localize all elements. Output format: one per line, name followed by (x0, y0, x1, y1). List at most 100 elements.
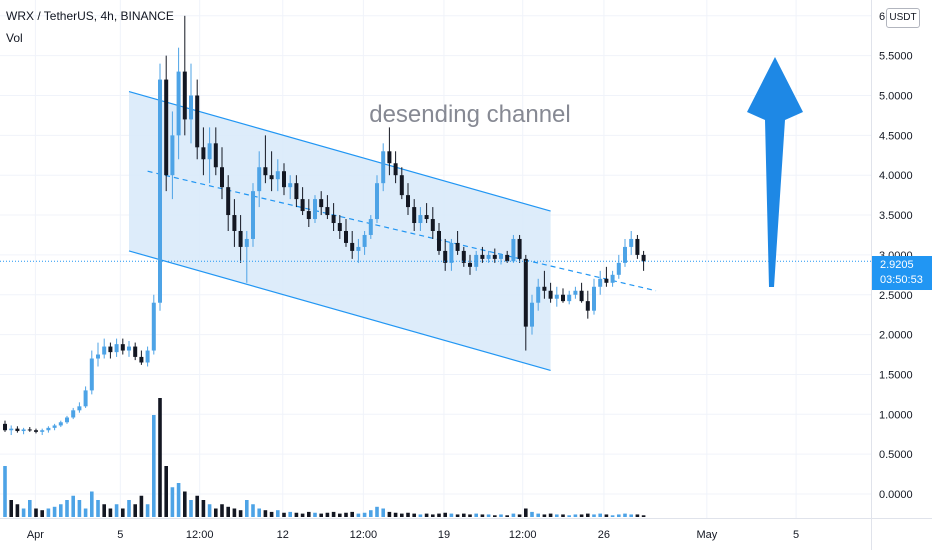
volume-bar (28, 500, 32, 517)
candle-body (294, 183, 299, 200)
volume-bar (548, 513, 553, 517)
time-axis[interactable]: Apr 5 12:00 12 12:00 19 12:00 26 May 5 (27, 529, 799, 541)
volume-bar (226, 506, 230, 517)
volume-bar (325, 512, 330, 517)
volume-bar (604, 514, 609, 517)
candle-body (300, 199, 305, 212)
volume-bar (455, 514, 460, 517)
candle-body (176, 71, 181, 136)
candle-body (127, 346, 131, 351)
volume-bar (381, 508, 385, 517)
candle-body (77, 406, 82, 411)
volume-bar (579, 514, 584, 517)
bar-countdown: 03:50:53 (880, 274, 923, 286)
candle-body (542, 286, 547, 291)
candle-body (610, 274, 615, 283)
candle-body (164, 79, 169, 176)
y-tick-label: 1.0000 (879, 409, 913, 421)
candle-body (170, 135, 175, 176)
volume-bar (52, 506, 57, 517)
volume-bar (3, 466, 7, 517)
candle-body (356, 246, 361, 251)
candle-body (437, 230, 441, 251)
symbol-title[interactable]: WRX / TetherUS, 4h, BINANCE (6, 9, 174, 23)
candle-body (623, 246, 627, 263)
candle-body (65, 417, 69, 423)
candle-body (207, 143, 212, 160)
volume-bar (400, 513, 404, 517)
volume-bar (176, 483, 181, 517)
x-tick-label: 12:00 (509, 529, 537, 541)
channel-annotation: desending channel (369, 101, 571, 128)
volume-bar (567, 515, 571, 517)
candle-body (251, 191, 255, 239)
volume-bar (319, 513, 323, 517)
candle-body (530, 302, 534, 327)
candle-body (325, 207, 330, 216)
candle-body (114, 344, 119, 353)
volume-bar (362, 512, 367, 517)
volume-bar (530, 511, 534, 517)
volume-bar (96, 500, 100, 517)
y-tick-label: 2.5000 (879, 290, 913, 302)
y-tick-label: 1.5000 (879, 369, 913, 381)
volume-bar (635, 514, 640, 517)
volume-bar (114, 504, 119, 517)
volume-bar (499, 514, 503, 517)
up-arrow-drawing (747, 57, 803, 287)
volume-bar (158, 398, 162, 517)
last-price-label: 2.9205 03:50:53 (872, 256, 932, 290)
candle-body (598, 278, 603, 287)
volume-bar (90, 491, 94, 517)
volume-bar (189, 500, 193, 517)
currency-button[interactable]: USDT (886, 8, 920, 28)
candle-body (288, 183, 293, 188)
volume-bar (468, 514, 472, 517)
candle-body (269, 175, 274, 180)
volume-bar (313, 512, 317, 517)
candle-body (9, 428, 14, 431)
candle-body (468, 262, 472, 267)
volume-legend[interactable]: Vol (6, 31, 23, 45)
volume-bar (195, 495, 199, 517)
candle-body (3, 423, 7, 431)
x-tick-label: 12:00 (350, 529, 378, 541)
volume-bar (542, 514, 547, 517)
candle-body (406, 195, 410, 208)
volume-bar (232, 508, 237, 517)
y-tick-label: 0.5000 (879, 449, 913, 461)
volume-bar (276, 510, 280, 517)
candle-body (213, 143, 218, 168)
volume-bar (102, 504, 106, 517)
candle-body (368, 219, 373, 235)
candle-body (133, 346, 138, 357)
volume-bar (77, 500, 82, 517)
volume-bar (170, 487, 175, 517)
y-tick-label: 2.0000 (879, 330, 913, 342)
candle-body (21, 429, 26, 432)
candle-body (151, 302, 156, 351)
volume-bar (251, 504, 255, 517)
candle-body (263, 167, 268, 176)
volume-bar (610, 515, 615, 517)
candle-body (46, 427, 51, 431)
candle-body (15, 428, 20, 432)
x-tick-label: 26 (598, 529, 610, 541)
volume-bar (201, 500, 206, 517)
volume-bar (46, 508, 51, 517)
channel-upper-line (128, 90, 551, 212)
volume-bar (344, 512, 348, 517)
candle-body (474, 254, 479, 267)
candle-body (461, 250, 466, 263)
candle-body (182, 71, 187, 120)
candle-body (412, 207, 417, 224)
y-tick-label: 0.0000 (879, 489, 913, 501)
candle-body (220, 167, 224, 188)
volume-bar (412, 513, 416, 517)
volume-bar (152, 415, 156, 517)
candle-body (424, 215, 429, 220)
candle-body (257, 167, 262, 192)
candle-body (120, 344, 125, 351)
candle-body (189, 95, 193, 120)
